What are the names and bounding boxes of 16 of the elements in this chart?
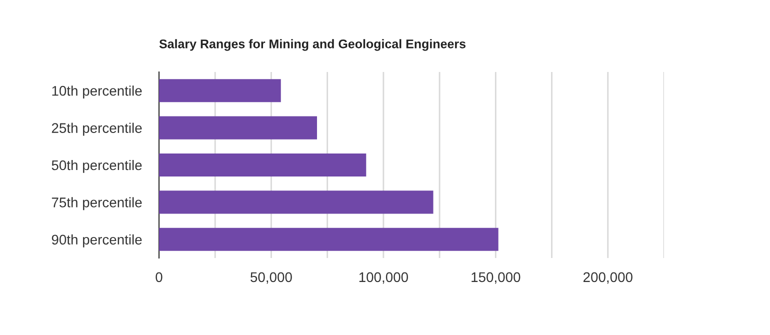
y-tick-label: 75th percentile — [52, 197, 142, 210]
x-tick-label: 0 — [156, 272, 162, 282]
y-tick-label: 50th percentile — [52, 160, 142, 173]
x-tick-label: 150,000 — [472, 272, 520, 284]
bar — [159, 79, 281, 102]
bar — [159, 116, 318, 140]
y-tick-label: 10th percentile — [52, 86, 142, 99]
bar — [159, 153, 366, 177]
x-tick-label: 100,000 — [359, 272, 408, 284]
y-tick-label: 25th percentile — [52, 122, 142, 136]
x-tick-label: 50,000 — [250, 272, 292, 284]
y-tick-label: 90th percentile — [52, 234, 142, 248]
x-tick-label: 200,000 — [583, 272, 632, 284]
chart-title: Salary Ranges for Mining and Geological Engineers — [159, 39, 466, 51]
bar — [159, 228, 498, 251]
bar — [159, 190, 434, 214]
